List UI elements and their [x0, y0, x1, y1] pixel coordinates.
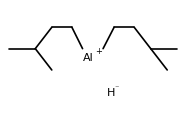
Text: Al: Al: [83, 52, 94, 62]
Text: ⁻: ⁻: [114, 83, 118, 92]
Text: H: H: [107, 88, 115, 98]
Text: +: +: [95, 46, 102, 55]
